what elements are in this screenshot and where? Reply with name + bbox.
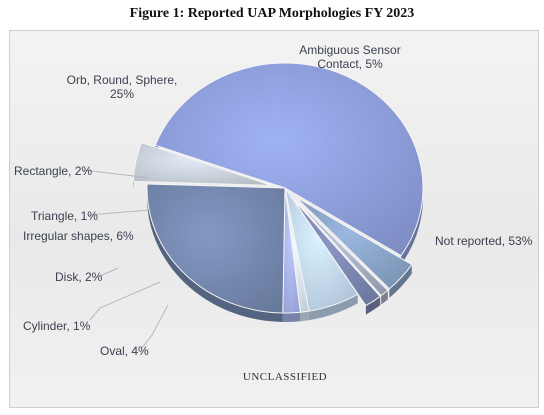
- leader-line-rectangle: [83, 169, 151, 179]
- slice-label-cylinder: Cylinder, 1%: [23, 319, 91, 333]
- slice-orb: [146, 183, 286, 314]
- classification-footer: UNCLASSIFIED: [243, 371, 327, 383]
- pie-slices: [132, 62, 424, 322]
- slice-side-disk: [365, 296, 381, 315]
- slice-side-cylinder: [381, 290, 388, 305]
- leader-line-cylinder: [89, 281, 161, 321]
- slice-side-oval: [389, 264, 412, 298]
- leader-line-oval: [141, 304, 169, 349]
- slice-label-ambiguous: Ambiguous Sensor Contact, 5%: [299, 43, 400, 71]
- slice-labels: Not reported, 53% Oval, 4% Cylinder, 1% Dis…: [14, 43, 533, 358]
- slice-oval: [295, 196, 413, 290]
- chart-title: Figure 1: Reported UAP Morphologies FY 2…: [129, 6, 415, 21]
- slice-side-rectangle: [282, 312, 301, 322]
- leader-line-disk: [99, 267, 119, 277]
- slice-label-oval: Oval, 4%: [100, 344, 149, 358]
- slice-label-disk: Disk, 2%: [55, 270, 103, 284]
- label-leader-lines: [83, 169, 169, 349]
- slice-label-irregular: Irregular shapes, 6%: [23, 229, 134, 243]
- slice-not_reported: [154, 62, 424, 257]
- slice-disk: [292, 199, 381, 307]
- leader-line-triangle: [87, 209, 151, 216]
- slice-label-rectangle: Rectangle, 2%: [14, 164, 92, 178]
- slice-label-orb: Orb, Round, Sphere, 25%: [67, 73, 178, 101]
- slice-side-triangle: [300, 311, 309, 322]
- slice-label-not_reported: Not reported, 53%: [435, 234, 533, 248]
- slice-ambiguous: [132, 141, 272, 186]
- slice-label-triangle: Triangle, 1%: [31, 209, 98, 223]
- slice-cylinder: [293, 198, 389, 297]
